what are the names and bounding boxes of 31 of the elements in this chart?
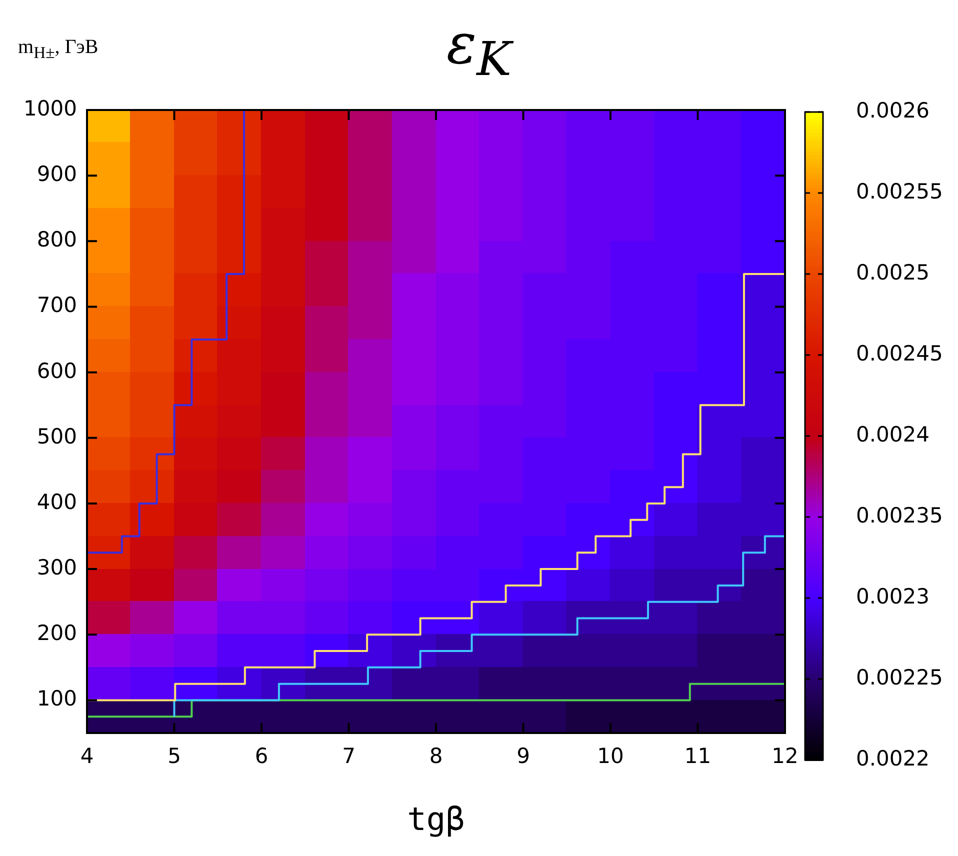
- y-tick-label: 200: [36, 621, 77, 646]
- x-tick-label: 9: [516, 744, 530, 768]
- x-tick-label: 6: [254, 744, 268, 768]
- x-tick-label: 7: [342, 744, 356, 768]
- y-tick-label: 900: [36, 162, 77, 186]
- x-tick-label: 11: [684, 744, 712, 768]
- y-tick-label: 700: [36, 293, 77, 318]
- y-tick-label: 600: [36, 358, 77, 383]
- x-tick-label: 4: [80, 744, 94, 768]
- color-bar-label: 0.0025: [856, 260, 930, 284]
- y-tick-label: 100: [36, 686, 77, 711]
- color-bar-label: 0.0026: [856, 98, 930, 122]
- x-tick-label: 5: [168, 744, 181, 768]
- x-tick-label: 8: [429, 744, 443, 768]
- y-tick-label: 500: [36, 424, 77, 448]
- chart-title: ε$_{K}$: [446, 12, 512, 88]
- color-bar-label: 0.00245: [856, 341, 943, 366]
- x-tick-label: 10: [597, 744, 624, 768]
- y-tick-label: 400: [36, 490, 77, 514]
- color-bar-label: 0.0024: [856, 422, 930, 446]
- color-bar-label: 0.0022: [856, 746, 930, 770]
- y-tick-label: 300: [36, 556, 77, 580]
- y-axis-title: m$_{H±}$, ГэВ: [18, 36, 98, 63]
- color-bar-label: 0.00225: [856, 665, 943, 690]
- color-bar-label: 0.00235: [856, 503, 943, 528]
- x-tick-label: 12: [772, 744, 798, 768]
- color-bar-label: 0.00255: [856, 179, 943, 204]
- y-tick-label: 800: [36, 228, 77, 252]
- color-bar-label: 0.0023: [856, 584, 930, 608]
- y-tick-label: 1000: [24, 96, 77, 120]
- x-axis-title: tgβ: [406, 800, 466, 838]
